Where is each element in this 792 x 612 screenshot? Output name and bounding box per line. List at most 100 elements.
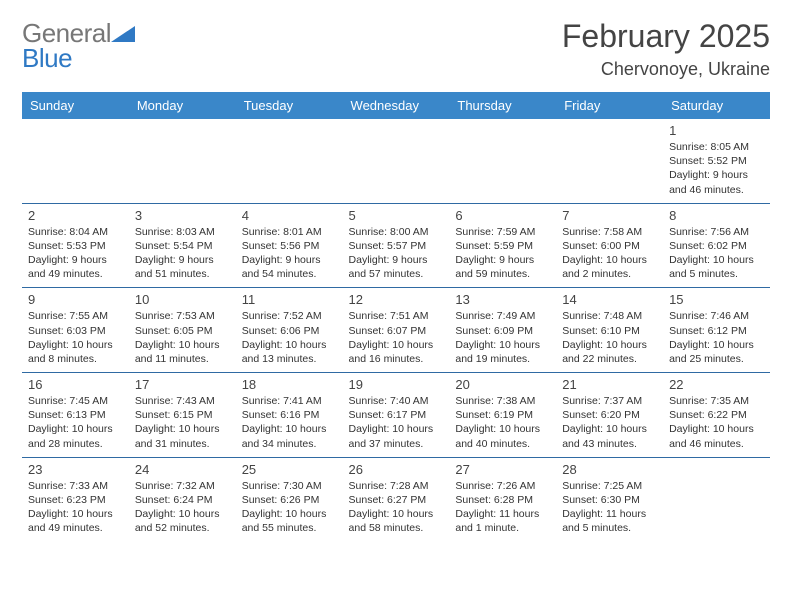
- day-cell: 24 Sunrise: 7:32 AMSunset: 6:24 PMDayligh…: [129, 457, 236, 541]
- day-header: Tuesday: [236, 92, 343, 119]
- day-info: Sunrise: 7:26 AMSunset: 6:28 PMDaylight:…: [455, 479, 550, 536]
- location-label: Chervonoye, Ukraine: [562, 59, 770, 80]
- day-cell: 25 Sunrise: 7:30 AMSunset: 6:26 PMDayligh…: [236, 457, 343, 541]
- day-cell: 10Sunrise: 7:53 AMSunset: 6:05 PMDayligh…: [129, 288, 236, 373]
- day-info: Sunrise: 7:37 AMSunset: 6:20 PMDaylight:…: [562, 394, 657, 451]
- week-row: 23 Sunrise: 7:33 AMSunset: 6:23 PMDayligh…: [22, 457, 770, 541]
- day-number: 6: [455, 208, 550, 223]
- day-header: Monday: [129, 92, 236, 119]
- day-header: Friday: [556, 92, 663, 119]
- day-cell: [556, 119, 663, 203]
- day-cell: 15Sunrise: 7:46 AMSunset: 6:12 PMDayligh…: [663, 288, 770, 373]
- day-cell: 3 Sunrise: 8:03 AMSunset: 5:54 PMDaylight…: [129, 203, 236, 288]
- day-cell: 16 Sunrise: 7:45 AMSunset: 6:13 PMDayligh…: [22, 373, 129, 458]
- day-number: 3: [135, 208, 230, 223]
- day-cell: [22, 119, 129, 203]
- day-number: 15: [669, 292, 764, 307]
- day-number: 5: [349, 208, 444, 223]
- brand-logo: General Blue: [22, 18, 135, 74]
- day-cell: [449, 119, 556, 203]
- day-number: 11: [242, 292, 337, 307]
- day-number: 28: [562, 462, 657, 477]
- day-info: Sunrise: 7:35 AMSunset: 6:22 PMDaylight:…: [669, 394, 764, 451]
- day-info: Sunrise: 7:38 AMSunset: 6:19 PMDaylight:…: [455, 394, 550, 451]
- calendar-table: Sunday Monday Tuesday Wednesday Thursday…: [22, 92, 770, 541]
- day-number: 10: [135, 292, 230, 307]
- day-info: Sunrise: 7:52 AMSunset: 6:06 PMDaylight:…: [242, 309, 337, 366]
- day-number: 23: [28, 462, 123, 477]
- day-info: Sunrise: 7:48 AMSunset: 6:10 PMDaylight:…: [562, 309, 657, 366]
- week-row: 1Sunrise: 8:05 AMSunset: 5:52 PMDaylight…: [22, 119, 770, 203]
- day-cell: [343, 119, 450, 203]
- day-cell: 4Sunrise: 8:01 AMSunset: 5:56 PMDaylight…: [236, 203, 343, 288]
- day-cell: 12 Sunrise: 7:51 AMSunset: 6:07 PMDayligh…: [343, 288, 450, 373]
- day-number: 20: [455, 377, 550, 392]
- day-info: Sunrise: 7:32 AMSunset: 6:24 PMDaylight:…: [135, 479, 230, 536]
- day-number: 8: [669, 208, 764, 223]
- page-header: General Blue February 2025 Chervonoye, U…: [22, 18, 770, 80]
- day-cell: [129, 119, 236, 203]
- day-cell: 23 Sunrise: 7:33 AMSunset: 6:23 PMDayligh…: [22, 457, 129, 541]
- day-number: 1: [669, 123, 764, 138]
- day-info: Sunrise: 8:03 AMSunset: 5:54 PMDaylight:…: [135, 225, 230, 282]
- day-cell: 8 Sunrise: 7:56 AMSunset: 6:02 PMDaylight…: [663, 203, 770, 288]
- day-cell: [236, 119, 343, 203]
- day-number: 13: [455, 292, 550, 307]
- day-number: 9: [28, 292, 123, 307]
- day-number: 12: [349, 292, 444, 307]
- day-number: 2: [28, 208, 123, 223]
- day-info: Sunrise: 7:43 AMSunset: 6:15 PMDaylight:…: [135, 394, 230, 451]
- day-header: Sunday: [22, 92, 129, 119]
- day-cell: 21Sunrise: 7:37 AMSunset: 6:20 PMDayligh…: [556, 373, 663, 458]
- day-info: Sunrise: 7:25 AMSunset: 6:30 PMDaylight:…: [562, 479, 657, 536]
- day-cell: 9 Sunrise: 7:55 AMSunset: 6:03 PMDaylight…: [22, 288, 129, 373]
- day-number: 16: [28, 377, 123, 392]
- title-block: February 2025 Chervonoye, Ukraine: [562, 18, 770, 80]
- day-info: Sunrise: 7:55 AMSunset: 6:03 PMDaylight:…: [28, 309, 123, 366]
- day-info: Sunrise: 7:30 AMSunset: 6:26 PMDaylight:…: [242, 479, 337, 536]
- day-info: Sunrise: 7:58 AMSunset: 6:00 PMDaylight:…: [562, 225, 657, 282]
- day-info: Sunrise: 7:40 AMSunset: 6:17 PMDaylight:…: [349, 394, 444, 451]
- day-info: Sunrise: 7:33 AMSunset: 6:23 PMDaylight:…: [28, 479, 123, 536]
- day-cell: 26 Sunrise: 7:28 AMSunset: 6:27 PMDayligh…: [343, 457, 450, 541]
- brand-word-2: Blue: [22, 43, 72, 74]
- day-info: Sunrise: 7:49 AMSunset: 6:09 PMDaylight:…: [455, 309, 550, 366]
- day-info: Sunrise: 7:41 AMSunset: 6:16 PMDaylight:…: [242, 394, 337, 451]
- day-cell: 13 Sunrise: 7:49 AMSunset: 6:09 PMDayligh…: [449, 288, 556, 373]
- month-title: February 2025: [562, 18, 770, 55]
- day-cell: 28 Sunrise: 7:25 AMSunset: 6:30 PMDayligh…: [556, 457, 663, 541]
- week-row: 16 Sunrise: 7:45 AMSunset: 6:13 PMDayligh…: [22, 373, 770, 458]
- day-cell: 2Sunrise: 8:04 AMSunset: 5:53 PMDaylight…: [22, 203, 129, 288]
- day-cell: 27 Sunrise: 7:26 AMSunset: 6:28 PMDayligh…: [449, 457, 556, 541]
- day-number: 26: [349, 462, 444, 477]
- day-number: 19: [349, 377, 444, 392]
- day-cell: 5 Sunrise: 8:00 AMSunset: 5:57 PMDaylight…: [343, 203, 450, 288]
- day-number: 14: [562, 292, 657, 307]
- day-cell: 17 Sunrise: 7:43 AMSunset: 6:15 PMDayligh…: [129, 373, 236, 458]
- calendar-page: General Blue February 2025 Chervonoye, U…: [0, 0, 792, 612]
- day-info: Sunrise: 8:00 AMSunset: 5:57 PMDaylight:…: [349, 225, 444, 282]
- day-header: Wednesday: [343, 92, 450, 119]
- day-number: 17: [135, 377, 230, 392]
- day-number: 7: [562, 208, 657, 223]
- day-number: 24: [135, 462, 230, 477]
- day-number: 25: [242, 462, 337, 477]
- day-cell: 19 Sunrise: 7:40 AMSunset: 6:17 PMDayligh…: [343, 373, 450, 458]
- day-number: 27: [455, 462, 550, 477]
- day-info: Sunrise: 7:28 AMSunset: 6:27 PMDaylight:…: [349, 479, 444, 536]
- day-info: Sunrise: 7:45 AMSunset: 6:13 PMDaylight:…: [28, 394, 123, 451]
- day-number: 18: [242, 377, 337, 392]
- calendar-body: 1Sunrise: 8:05 AMSunset: 5:52 PMDaylight…: [22, 119, 770, 541]
- brand-logo-text: General Blue: [22, 18, 135, 74]
- day-header-row: Sunday Monday Tuesday Wednesday Thursday…: [22, 92, 770, 119]
- day-info: Sunrise: 7:51 AMSunset: 6:07 PMDaylight:…: [349, 309, 444, 366]
- day-info: Sunrise: 8:01 AMSunset: 5:56 PMDaylight:…: [242, 225, 337, 282]
- day-cell: 7 Sunrise: 7:58 AMSunset: 6:00 PMDaylight…: [556, 203, 663, 288]
- day-cell: [663, 457, 770, 541]
- day-header: Saturday: [663, 92, 770, 119]
- day-header: Thursday: [449, 92, 556, 119]
- day-info: Sunrise: 7:59 AMSunset: 5:59 PMDaylight:…: [455, 225, 550, 282]
- brand-triangle-icon: [111, 24, 135, 42]
- week-row: 2Sunrise: 8:04 AMSunset: 5:53 PMDaylight…: [22, 203, 770, 288]
- day-info: Sunrise: 7:56 AMSunset: 6:02 PMDaylight:…: [669, 225, 764, 282]
